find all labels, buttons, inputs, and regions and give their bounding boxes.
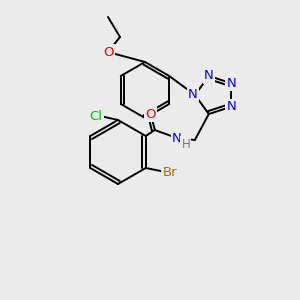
Text: N: N	[172, 131, 182, 145]
Text: N: N	[226, 100, 236, 113]
Text: O: O	[103, 46, 113, 59]
Text: N: N	[204, 70, 214, 83]
Text: Cl: Cl	[89, 110, 103, 122]
Text: N: N	[188, 88, 198, 101]
Text: Br: Br	[162, 166, 177, 178]
Text: O: O	[146, 107, 156, 121]
Text: H: H	[182, 137, 190, 151]
Text: N: N	[226, 77, 236, 90]
